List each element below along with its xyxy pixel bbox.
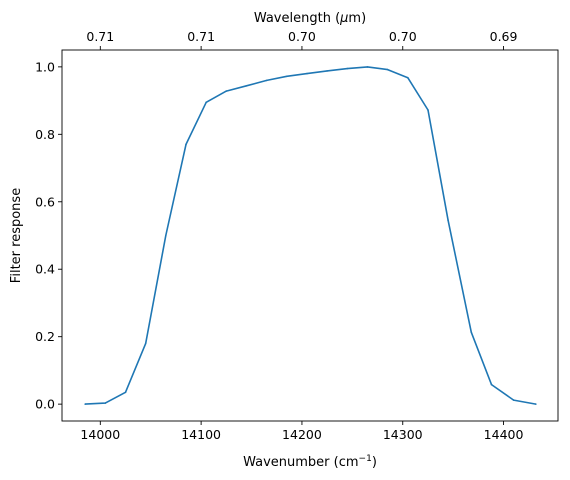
top-x-axis-label: Wavelength (μm): [254, 11, 366, 26]
data-points: [84, 66, 537, 405]
data-point: [245, 85, 248, 87]
top-x-tick-label: 0.70: [389, 29, 417, 44]
data-point: [427, 109, 429, 111]
plot-area: [62, 50, 558, 421]
data-point: [447, 219, 449, 222]
top-x-axis-label-end: m): [348, 11, 366, 26]
y-tick-label: 0.0: [35, 397, 55, 412]
x-tick-label: 14400: [484, 427, 524, 442]
data-point: [512, 399, 515, 401]
x-axis-label-end: ): [372, 455, 377, 470]
y-tick-label: 0.6: [35, 194, 55, 209]
x-axis-label-superscript: −1: [359, 454, 372, 464]
data-point: [104, 402, 107, 404]
y-ticks: 0.0 0.2 0.4 0.6 0.8 1.0: [35, 59, 62, 412]
data-point: [286, 75, 288, 78]
y-tick-label: 0.4: [35, 262, 55, 277]
top-x-axis-label-mu: μ: [339, 11, 348, 26]
x-tick-label: 14300: [383, 427, 423, 442]
data-point: [124, 391, 127, 394]
data-point: [470, 331, 473, 334]
y-tick-label: 0.2: [35, 329, 55, 344]
data-point: [265, 79, 268, 82]
top-x-axis-label-main: Wavelength (: [254, 11, 340, 26]
data-point: [84, 403, 86, 405]
x-tick-label: 14000: [80, 427, 120, 442]
data-point: [144, 342, 147, 345]
x-axis-label-main: Wavenumber (cm: [243, 455, 358, 470]
data-point: [165, 234, 167, 237]
data-point: [205, 101, 207, 104]
data-point: [225, 90, 228, 92]
data-point: [535, 403, 537, 405]
data-point: [386, 68, 389, 71]
x-axis-label: Wavenumber (cm−1): [243, 454, 377, 470]
data-point: [346, 67, 349, 70]
x-tick-label: 14100: [181, 427, 221, 442]
top-x-tick-label: 0.71: [187, 29, 215, 44]
y-tick-label: 1.0: [35, 59, 55, 74]
x-tick-label: 14200: [282, 427, 322, 442]
plot-frame: [61, 49, 559, 422]
top-x-ticks: 0.71 0.71 0.70 0.70 0.69: [86, 29, 518, 50]
y-tick-label: 0.8: [35, 127, 55, 142]
data-point: [326, 70, 328, 72]
top-x-tick-label: 0.71: [86, 29, 114, 44]
x-ticks: 14000 14100 14200 14300 14400: [80, 421, 523, 442]
data-point: [366, 66, 369, 68]
data-point: [306, 72, 308, 75]
top-x-tick-label: 0.69: [490, 29, 518, 44]
y-axis-label: Filter response: [9, 188, 24, 283]
data-point: [185, 143, 187, 146]
data-point: [490, 383, 493, 386]
data-point: [407, 76, 409, 79]
top-x-tick-label: 0.70: [288, 29, 316, 44]
